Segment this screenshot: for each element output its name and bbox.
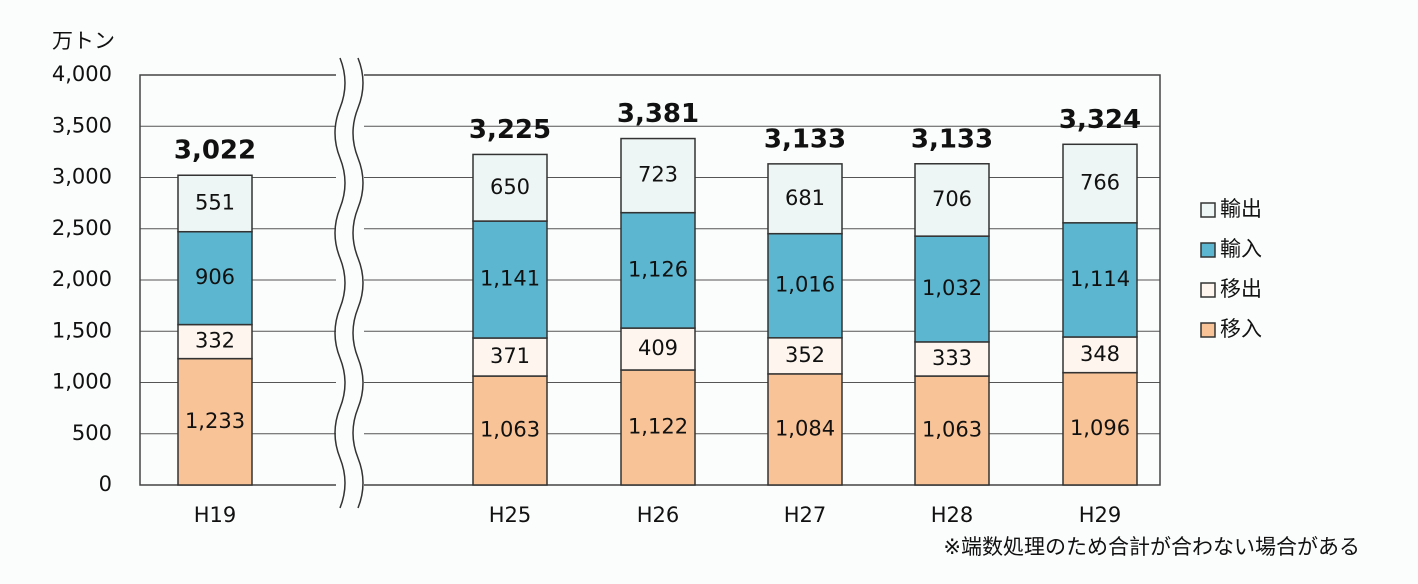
data-label: 906 (195, 265, 235, 289)
bar-segment (1062, 143, 1138, 224)
y-axis-label: 万トン (52, 29, 115, 53)
data-label: 1,126 (628, 257, 688, 281)
x-tick-label: H26 (637, 503, 680, 527)
data-label: 1,084 (775, 416, 835, 440)
legend-swatch (1200, 282, 1216, 298)
data-label: 681 (785, 186, 825, 210)
data-label: 1,122 (628, 414, 688, 438)
data-label: 352 (785, 343, 825, 367)
bar-segment (767, 232, 843, 339)
y-tick-label: 3,500 (52, 113, 112, 137)
y-tick-label: 2,000 (52, 267, 112, 291)
bar-segment (472, 153, 548, 222)
total-label: 3,381 (617, 99, 699, 129)
bar-segment (177, 357, 253, 486)
y-tick-label: 1,000 (52, 370, 112, 394)
legend-label: 輸入 (1220, 237, 1262, 261)
bar-segment (177, 323, 253, 360)
total-label: 3,324 (1059, 105, 1141, 135)
bar-segment (1062, 222, 1138, 338)
data-label: 706 (932, 187, 972, 211)
total-label: 3,133 (911, 124, 993, 154)
y-tick-label: 500 (72, 421, 112, 445)
bar-segment (767, 163, 843, 235)
data-label: 723 (638, 163, 678, 187)
data-label: 1,096 (1070, 416, 1130, 440)
x-tick-label: H27 (784, 503, 827, 527)
data-label: 1,063 (922, 418, 982, 442)
data-label: 1,016 (775, 273, 835, 297)
x-tick-label: H28 (931, 503, 974, 527)
y-tick-label: 1,500 (52, 318, 112, 342)
data-label: 551 (195, 190, 235, 214)
data-label: 1,063 (480, 418, 540, 442)
bar-segment (914, 375, 990, 486)
x-tick-label: H29 (1079, 503, 1122, 527)
total-label: 3,022 (174, 136, 256, 166)
axis-break (352, 57, 364, 509)
legend-label: 移出 (1220, 277, 1262, 301)
y-tick-label: 3,000 (52, 165, 112, 189)
legend-swatch (1200, 242, 1216, 258)
x-tick-label: H19 (194, 503, 237, 527)
total-label: 3,133 (764, 124, 846, 154)
bar-segment (620, 211, 696, 329)
bar-segment (177, 174, 253, 233)
legend-label: 輸出 (1220, 197, 1262, 221)
bar-segment (472, 220, 548, 339)
bar-segment (914, 163, 990, 237)
data-label: 766 (1080, 171, 1120, 195)
data-label: 409 (638, 336, 678, 360)
data-label: 1,233 (185, 409, 245, 433)
note: ※端数処理のため合計が合わない場合がある (943, 535, 1360, 559)
data-label: 1,032 (922, 276, 982, 300)
bar-segment (1062, 371, 1138, 486)
y-tick-label: 4,000 (52, 62, 112, 86)
y-tick-label: 2,500 (52, 216, 112, 240)
data-label: 332 (195, 329, 235, 353)
data-label: 1,141 (480, 267, 540, 291)
legend-label: 移入 (1220, 317, 1262, 341)
data-label: 348 (1080, 342, 1120, 366)
bar-segment (620, 137, 696, 214)
bar-segment (177, 230, 253, 326)
bar-segment (914, 235, 990, 343)
legend-swatch (1200, 322, 1216, 338)
y-tick-label: 0 (99, 472, 112, 496)
data-label: 1,114 (1070, 267, 1130, 291)
data-label: 650 (490, 175, 530, 199)
total-label: 3,225 (469, 115, 551, 145)
data-label: 371 (490, 344, 530, 368)
axis-break-gap (336, 60, 364, 510)
bar-segment (1062, 336, 1138, 374)
data-label: 333 (932, 346, 972, 370)
axis-break (334, 57, 346, 509)
bar-segment (914, 341, 990, 377)
bar-segment (620, 327, 696, 371)
x-tick-label: H25 (489, 503, 532, 527)
bar-segment (620, 369, 696, 486)
bar-segment (767, 337, 843, 375)
legend-swatch (1200, 202, 1216, 218)
